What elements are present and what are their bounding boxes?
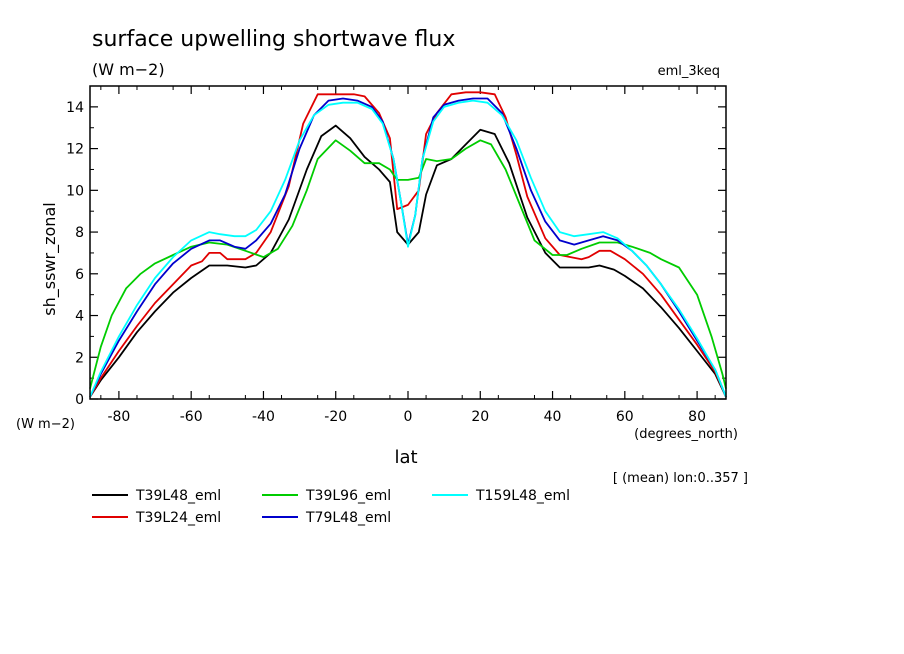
legend: T39L48_eml T39L96_eml T159L48_eml T39L24_em…	[92, 488, 570, 526]
legend-label: T79L48_eml	[305, 510, 391, 526]
tick-marks	[90, 86, 726, 400]
x-tick-label: -60	[180, 409, 203, 425]
x-tick-label: 0	[404, 409, 413, 425]
x-tick-label: 20	[471, 409, 489, 425]
series-line-T79L48_eml	[89, 97, 727, 398]
x-tick-label: -20	[324, 409, 347, 425]
x-tick-label: 60	[616, 409, 634, 425]
legend-label: T39L24_eml	[135, 510, 221, 526]
y-tick-label: 8	[75, 225, 84, 241]
chart-units: (W m−2)	[92, 60, 165, 79]
chart-title: surface upwelling shortwave flux	[92, 27, 455, 52]
x-tick-label: -80	[107, 409, 130, 425]
legend-label: T39L96_eml	[305, 488, 391, 504]
y-axis-label: sh_sswr_zonal	[40, 202, 60, 315]
y-tick-label: 12	[66, 142, 84, 158]
x-tick-label: -40	[252, 409, 275, 425]
series-line-T39L24_eml	[89, 91, 727, 398]
experiment-label: eml_3keq	[658, 64, 720, 79]
series-lines	[89, 91, 727, 398]
tick-labels: -80 -60 -40 -20 0 20 40 60 80 0 2 4 6 8 10 12 14	[66, 100, 706, 425]
series-line-T159L48_eml	[89, 99, 727, 398]
x-tick-label: 40	[544, 409, 562, 425]
x-axis-units: (degrees_north)	[634, 427, 738, 442]
series-line-T39L48_eml	[89, 124, 727, 398]
y-axis-units: (W m−2)	[16, 417, 75, 432]
legend-label: T159L48_eml	[475, 488, 570, 504]
y-tick-label: 0	[75, 392, 84, 408]
y-tick-label: 14	[66, 100, 84, 116]
x-axis-label: lat	[394, 447, 417, 468]
y-tick-label: 2	[75, 350, 84, 366]
legend-label: T39L48_eml	[135, 488, 221, 504]
plot-frame	[89, 85, 727, 400]
y-tick-label: 10	[66, 183, 84, 199]
x-tick-label: 80	[688, 409, 706, 425]
y-tick-label: 4	[75, 309, 84, 325]
y-tick-label: 6	[75, 267, 84, 283]
averaging-note: [ (mean) lon:0..357 ]	[613, 471, 748, 486]
